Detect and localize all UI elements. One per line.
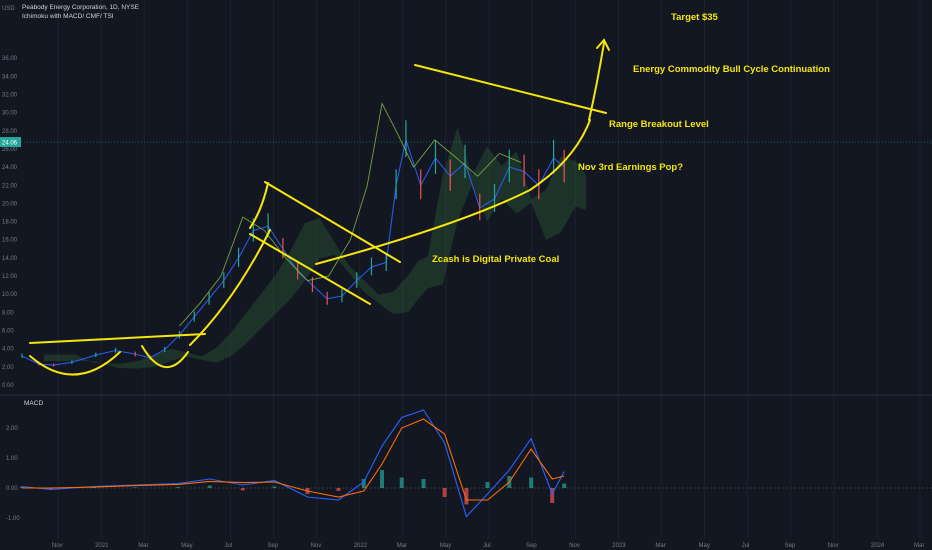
cup-left-arc bbox=[29, 351, 121, 376]
time-tick-label: Mar bbox=[138, 543, 148, 549]
signal-line bbox=[22, 418, 565, 501]
last-price-label: 24.06 bbox=[2, 141, 18, 147]
time-tick-label: 2022 bbox=[354, 543, 368, 549]
annotation-earnings: Nov 3rd Earnings Pop? bbox=[578, 162, 684, 173]
series-line-lagging bbox=[179, 102, 522, 327]
macd-histogram-bar bbox=[361, 479, 366, 488]
price-tick-label: 24.00 bbox=[2, 165, 18, 171]
price-tick-label: 14.00 bbox=[2, 256, 18, 262]
macd-histogram-bar bbox=[529, 477, 534, 488]
price-tick-label: 26.00 bbox=[2, 147, 18, 153]
annotation-target: Target $35 bbox=[671, 12, 718, 23]
time-tick-label: May bbox=[440, 543, 451, 549]
macd-histogram-bar bbox=[442, 488, 447, 497]
annotation-breakout-level: Range Breakout Level bbox=[609, 119, 709, 130]
macd-tick-label: 2.00 bbox=[6, 426, 18, 432]
macd-histogram-bar bbox=[176, 487, 181, 488]
macd-histogram-bar bbox=[421, 479, 426, 488]
base-resistance-line bbox=[29, 333, 206, 344]
time-tick-label: May bbox=[181, 543, 192, 549]
macd-histogram-bar bbox=[272, 486, 277, 488]
macd-histogram-bar bbox=[380, 470, 385, 488]
price-tick-label: 2.00 bbox=[2, 365, 14, 371]
time-tick-label: Jul bbox=[224, 543, 232, 549]
time-tick-label: Mar bbox=[397, 543, 407, 549]
last-price-tag: 24.06 bbox=[0, 137, 21, 147]
time-tick-label: Sep bbox=[785, 543, 796, 549]
macd-histogram-bar bbox=[550, 488, 555, 503]
price-tick-label: 6.00 bbox=[2, 329, 14, 335]
channel-top-line bbox=[264, 181, 401, 263]
time-tick-label: 2024 bbox=[871, 543, 885, 549]
macd-histogram-bar bbox=[464, 488, 469, 505]
time-tick-label: Sep bbox=[526, 543, 537, 549]
indicator-legend[interactable]: Ichimoku with MACD/ CMF/ TSI bbox=[22, 13, 114, 20]
time-tick-label: Nov bbox=[569, 543, 580, 549]
price-tick-label: 20.00 bbox=[2, 201, 18, 207]
target-arrow-head bbox=[596, 38, 610, 51]
grid bbox=[22, 0, 932, 538]
currency-label: USD bbox=[2, 6, 15, 12]
uptrend-arc bbox=[189, 229, 271, 346]
price-tick-label: 36.00 bbox=[2, 56, 18, 62]
time-tick-label: Nov bbox=[52, 543, 63, 549]
price-series bbox=[21, 102, 565, 367]
time-tick-label: 2021 bbox=[95, 543, 109, 549]
macd-histogram-bar bbox=[240, 488, 245, 491]
price-tick-label: 18.00 bbox=[2, 220, 18, 226]
time-tick-label: 2023 bbox=[612, 543, 626, 549]
macd-histogram-bar bbox=[562, 483, 567, 488]
price-axis: 0.00 2.00 4.00 6.00 8.00 10.00 12.00 14.00 16.00… bbox=[2, 56, 18, 389]
macd-histogram-bar bbox=[48, 488, 53, 490]
macd-pane-label: MACD bbox=[24, 400, 43, 407]
time-axis: Nov 2021 Mar May Jul Sep Nov 2022 Mar May Jul Sep No… bbox=[52, 543, 924, 549]
chart-header: Peabody Energy Corporation, 1D, NYSE Ich… bbox=[22, 3, 139, 21]
target-arrow-shaft bbox=[588, 42, 605, 121]
macd-histogram-bar bbox=[399, 477, 404, 488]
cloud-fill bbox=[44, 127, 587, 369]
price-tick-label: 30.00 bbox=[2, 111, 18, 117]
macd-histogram-bar bbox=[207, 485, 212, 488]
price-tick-label: 8.00 bbox=[2, 310, 14, 316]
macd-axis: 2.00 1.00 0.00 -1.00 bbox=[6, 426, 20, 522]
rising-support-curve bbox=[315, 119, 591, 265]
symbol-title[interactable]: Peabody Energy Corporation, 1D, NYSE bbox=[22, 4, 140, 11]
time-tick-label: Sep bbox=[268, 543, 279, 549]
price-tick-label: 0.00 bbox=[2, 383, 14, 389]
price-tick-label: 12.00 bbox=[2, 274, 18, 280]
macd-line bbox=[21, 409, 565, 518]
macd-histogram-bar bbox=[133, 487, 138, 488]
macd-tick-label: -1.00 bbox=[6, 516, 20, 522]
macd-pane bbox=[20, 409, 567, 518]
macd-tick-label: 1.00 bbox=[6, 456, 18, 462]
price-tick-label: 32.00 bbox=[2, 92, 18, 98]
price-tick-label: 28.00 bbox=[2, 129, 18, 135]
annotation-bull-cycle: Energy Commodity Bull Cycle Continuation bbox=[633, 64, 830, 75]
time-tick-label: Nov bbox=[311, 543, 322, 549]
macd-tick-label: 0.00 bbox=[6, 486, 18, 492]
time-tick-label: Jul bbox=[483, 543, 491, 549]
time-tick-label: Jul bbox=[742, 543, 750, 549]
time-tick-label: Mar bbox=[914, 543, 924, 549]
pennant-top-line bbox=[414, 64, 607, 114]
time-tick-label: May bbox=[699, 543, 710, 549]
macd-histogram-bar bbox=[91, 487, 96, 488]
time-tick-label: Mar bbox=[655, 543, 665, 549]
macd-histogram-bar bbox=[336, 488, 341, 491]
ichimoku-cloud bbox=[44, 127, 587, 369]
time-tick-label: Nov bbox=[828, 543, 839, 549]
price-tick-label: 4.00 bbox=[2, 347, 14, 353]
left-rising-edge bbox=[249, 182, 269, 229]
trend-drawings bbox=[29, 38, 610, 376]
price-tick-label: 34.00 bbox=[2, 74, 18, 80]
price-tick-label: 22.00 bbox=[2, 183, 18, 189]
cup-right-arc bbox=[141, 345, 189, 369]
channel-bottom-line bbox=[249, 233, 371, 305]
price-tick-label: 16.00 bbox=[2, 238, 18, 244]
price-tick-label: 10.00 bbox=[2, 292, 18, 298]
macd-histogram-bar bbox=[485, 482, 490, 488]
macd-histogram-bar bbox=[20, 486, 24, 488]
annotation-zcash: Zcash is Digital Private Coal bbox=[432, 254, 560, 265]
